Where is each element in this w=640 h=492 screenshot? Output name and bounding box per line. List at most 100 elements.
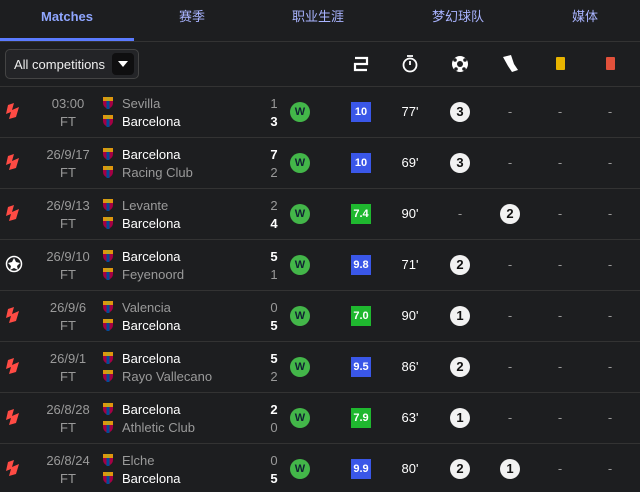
match-date: 26/9/10 (46, 249, 90, 264)
red-cell: - (607, 410, 613, 425)
match-status: FT (60, 369, 76, 384)
competition-icon (6, 205, 19, 221)
match-date: 03:00 (51, 96, 85, 111)
match-status: FT (60, 471, 76, 486)
home-score: 5 (270, 351, 278, 366)
competition-icon (6, 409, 19, 425)
result-badge: W (290, 102, 310, 122)
competition-icon (6, 154, 19, 170)
assists-cell: 1 (500, 459, 520, 479)
away-score: 4 (270, 216, 278, 231)
red-cell: - (607, 104, 613, 119)
match-row: 26/9/17 FT Barcelona Racing Club 7 2 W 10 69' 3 - -… (0, 137, 640, 189)
red-cell: - (607, 461, 613, 476)
team-crest (103, 268, 113, 280)
result-badge: W (290, 255, 310, 275)
rating-icon (353, 56, 369, 72)
rating-badge: 7.0 (351, 306, 371, 326)
goals-cell: - (457, 206, 463, 221)
result-badge: W (290, 357, 310, 377)
rating-badge: 9.9 (351, 459, 371, 479)
team-crest (103, 421, 113, 433)
home-score: 0 (270, 300, 278, 315)
match-row: 26/9/6 FT Valencia Barcelona 0 5 W 7.0 90' 1 - - - (0, 290, 640, 342)
goals-cell: 2 (450, 357, 470, 377)
yellow-card-icon (556, 57, 565, 70)
red-cell: - (607, 308, 613, 323)
away-score: 2 (270, 165, 278, 180)
home-score: 2 (270, 198, 278, 213)
away-team: Rayo Vallecano (122, 369, 213, 384)
dropdown-arrow (112, 53, 134, 75)
home-score: 1 (270, 96, 278, 111)
match-date: 26/9/13 (46, 198, 90, 213)
goals-icon (452, 56, 468, 72)
away-team: Athletic Club (122, 420, 195, 435)
match-date: 26/9/6 (49, 300, 87, 315)
rating-badge: 10 (351, 153, 371, 173)
match-status: FT (60, 318, 76, 333)
red-cell: - (607, 359, 613, 374)
red-card-icon (606, 57, 615, 70)
away-team: Barcelona (122, 471, 181, 486)
result-badge: W (290, 306, 310, 326)
team-crest (103, 454, 113, 466)
assists-cell: - (507, 155, 513, 170)
goals-cell: 1 (450, 306, 470, 326)
divider (0, 41, 640, 42)
minutes-played: 71' (401, 257, 419, 272)
team-crest (103, 250, 113, 262)
assists-cell: - (507, 104, 513, 119)
yellow-cell: - (557, 410, 563, 425)
away-team: Barcelona (122, 114, 181, 129)
match-status: FT (60, 267, 76, 282)
away-team: Feyenoord (122, 267, 185, 282)
match-date: 26/8/24 (46, 453, 90, 468)
away-team: Racing Club (122, 165, 193, 180)
away-score: 5 (270, 471, 278, 486)
assists-icon (503, 55, 518, 72)
tab-underline (0, 38, 134, 41)
home-score: 7 (270, 147, 278, 162)
home-team: Sevilla (122, 96, 161, 111)
team-crest (103, 352, 113, 364)
minutes-played: 86' (401, 359, 419, 374)
tab[interactable]: 赛季 (178, 9, 205, 24)
home-score: 0 (270, 453, 278, 468)
away-score: 3 (270, 114, 278, 129)
home-team: Barcelona (122, 402, 181, 417)
competition-filter[interactable]: All competitions (5, 49, 139, 79)
goals-cell: 2 (450, 459, 470, 479)
yellow-cell: - (557, 104, 563, 119)
team-crest (103, 97, 113, 109)
match-row: 26/8/28 FT Barcelona Athletic Club 2 0 W 7.9 63'… (0, 392, 640, 444)
away-score: 5 (270, 318, 278, 333)
goals-cell: 3 (450, 153, 470, 173)
tab[interactable]: 职业生涯 (291, 9, 344, 24)
yellow-cell: - (557, 461, 563, 476)
red-cell: - (607, 155, 613, 170)
tab[interactable]: 媒体 (571, 9, 598, 24)
match-date: 26/9/17 (46, 147, 90, 162)
competition-icon (6, 358, 19, 374)
minutes-played: 77' (401, 104, 419, 119)
match-status: FT (60, 216, 76, 231)
yellow-cell: - (557, 308, 563, 323)
result-badge: W (290, 153, 310, 173)
competition-icon (6, 460, 19, 476)
home-team: Levante (122, 198, 169, 213)
tab[interactable]: Matches (40, 9, 94, 24)
match-date: 26/9/1 (49, 351, 87, 366)
tab[interactable]: 梦幻球队 (431, 9, 484, 24)
assists-cell: - (507, 410, 513, 425)
red-cell: - (607, 206, 613, 221)
yellow-cell: - (557, 206, 563, 221)
rating-badge: 7.9 (351, 408, 371, 428)
rating-badge: 9.8 (351, 255, 371, 275)
goals-cell: 3 (450, 102, 470, 122)
filter-label: All competitions (14, 57, 106, 72)
home-team: Barcelona (122, 351, 181, 366)
red-cell: - (607, 257, 613, 272)
team-crest (103, 403, 113, 415)
away-team: Barcelona (122, 216, 181, 231)
